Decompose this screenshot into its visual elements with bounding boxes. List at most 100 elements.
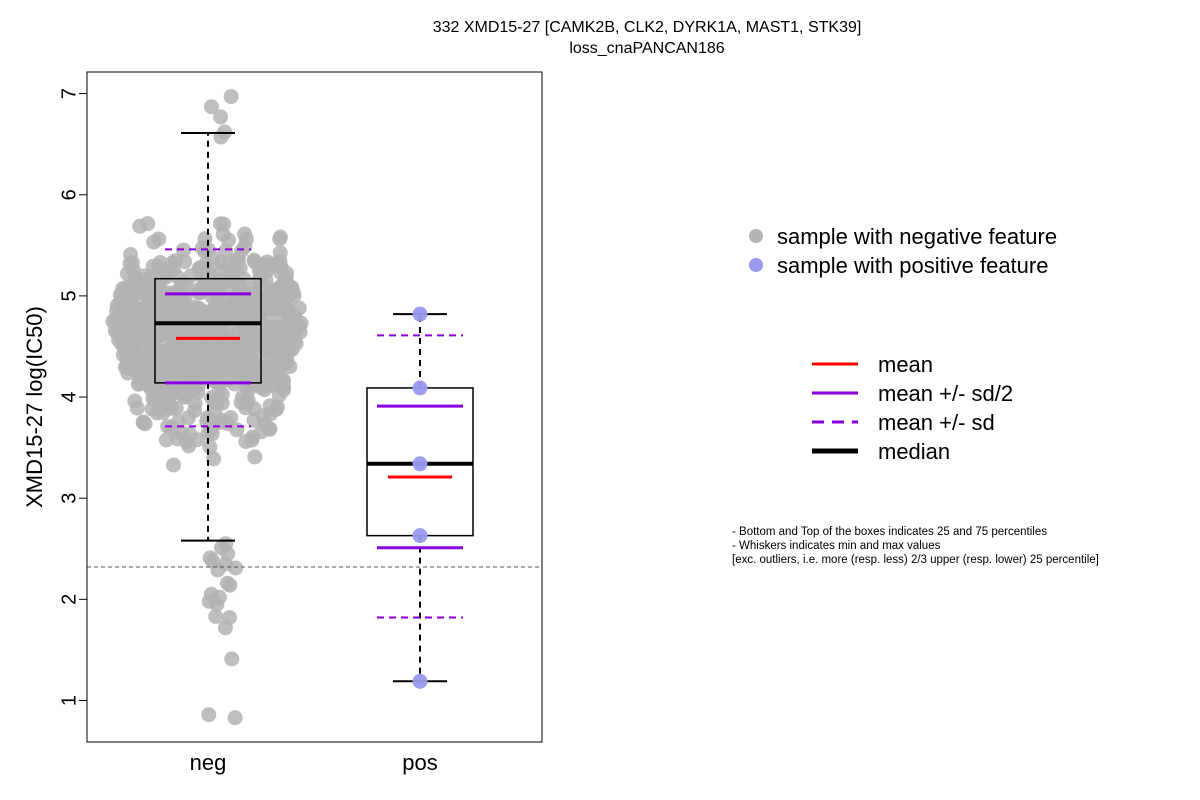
neg-point (158, 432, 174, 448)
x-tick-label-neg: neg (190, 750, 227, 775)
chart-notes: - Bottom and Top of the boxes indicates … (732, 525, 1099, 567)
neg-point (229, 252, 245, 268)
y-tick-label: 3 (58, 493, 80, 504)
neg-point (247, 449, 263, 465)
axes-layer: 1 2 3 4 5 6 7 XMD15-27 log(IC50) neg pos (22, 88, 438, 775)
neg-point (260, 358, 276, 374)
legend-line-label: mean +/- sd (878, 410, 995, 435)
neg-point (218, 536, 234, 552)
chart-title-line2: loss_cnaPANCAN186 (569, 40, 725, 57)
neg-point (272, 231, 288, 247)
neg-point (229, 422, 245, 438)
box-pos (366, 313, 474, 683)
neg-point (140, 353, 156, 369)
neg-point (122, 255, 138, 271)
neg-point (145, 390, 161, 406)
neg-point (187, 396, 203, 411)
legend-line-label: mean (878, 352, 933, 377)
neg-point (228, 291, 243, 307)
neg-point (179, 433, 195, 449)
legend-line-label: mean +/- sd/2 (878, 381, 1013, 406)
neg-point (201, 707, 217, 723)
neg-point (204, 99, 219, 115)
plot-layer (87, 89, 542, 726)
neg-point (207, 404, 223, 420)
neg-point (213, 109, 229, 125)
neg-point (284, 307, 299, 323)
neg-point (278, 274, 294, 290)
neg-point (292, 324, 308, 340)
neg-point (166, 457, 181, 473)
neg-point (145, 258, 161, 274)
legend-point-label: sample with negative feature (777, 224, 1057, 249)
neg-point (219, 332, 235, 348)
neg-point (165, 305, 180, 321)
neg-point (206, 451, 222, 467)
neg-point (227, 308, 243, 324)
pos-point (412, 306, 428, 322)
neg-point (205, 250, 221, 266)
legend-line-label: median (878, 439, 950, 464)
neg-point (128, 307, 144, 322)
y-tick-label: 5 (58, 290, 80, 301)
note-line-1: - Bottom and Top of the boxes indicates … (732, 526, 1047, 538)
neg-point (191, 351, 207, 367)
neg-point (116, 315, 132, 330)
neg-point (271, 351, 287, 366)
neg-point (177, 254, 193, 270)
y-tick-label: 7 (58, 88, 80, 99)
neg-point (238, 231, 254, 247)
pos-point (412, 380, 428, 396)
y-axis-label: XMD15-27 log(IC50) (22, 306, 47, 508)
pos-point (412, 673, 428, 689)
neg-point (119, 357, 135, 373)
neg-point (191, 300, 207, 316)
neg-point (268, 402, 284, 417)
neg-point (276, 382, 291, 398)
y-tick-label: 1 (58, 695, 80, 706)
neg-point (202, 550, 218, 566)
note-line-2: - Whiskers indicates min and max values (732, 540, 941, 552)
neg-point (227, 710, 243, 726)
neg-point (245, 429, 261, 445)
neg-point (246, 252, 262, 268)
neg-point (161, 384, 177, 400)
legend-point-marker (749, 229, 763, 243)
neg-point (138, 325, 154, 341)
neg-point (249, 291, 265, 307)
neg-point (259, 254, 275, 270)
neg-point (213, 279, 229, 295)
neg-point (216, 216, 232, 232)
pos-point (412, 456, 428, 472)
box-neg (154, 132, 262, 542)
neg-point (208, 609, 224, 624)
neg-point (145, 379, 161, 395)
neg-point (151, 231, 167, 247)
pos-point (412, 528, 428, 544)
neg-point (182, 333, 198, 349)
neg-point (264, 378, 280, 394)
neg-point (213, 129, 229, 145)
neg-point (230, 277, 246, 293)
neg-point (240, 392, 256, 408)
pos-points (412, 306, 428, 689)
neg-point (239, 331, 255, 347)
neg-point (223, 89, 239, 105)
neg-point (144, 401, 160, 417)
note-line-3: [exc. outliers, i.e. more (resp. less) 2… (732, 554, 1099, 566)
neg-point (203, 586, 219, 602)
neg-point (135, 414, 151, 430)
x-tick-label-pos: pos (402, 750, 437, 775)
neg-point (228, 355, 244, 370)
neg-point (109, 303, 125, 319)
neg-point (218, 243, 234, 259)
neg-point (170, 414, 186, 429)
neg-points (105, 89, 309, 726)
neg-point (128, 270, 143, 286)
neg-point (279, 328, 295, 344)
neg-point (246, 412, 262, 428)
legend-point-label: sample with positive feature (777, 253, 1048, 278)
legend: sample with negative feature sample with … (749, 224, 1057, 464)
neg-point (129, 400, 145, 416)
neg-point (224, 651, 240, 667)
